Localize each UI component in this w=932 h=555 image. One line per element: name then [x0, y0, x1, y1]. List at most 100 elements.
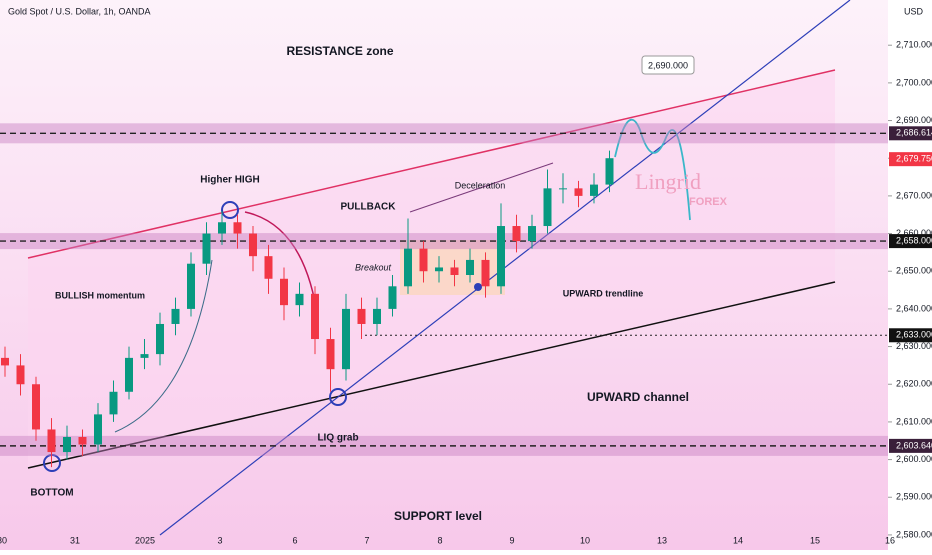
annotation: 2,690.000 [648, 60, 688, 70]
chart-title: Gold Spot / U.S. Dollar, 1h, OANDA [8, 6, 151, 16]
annotation: PULLBACK [341, 202, 397, 213]
x-tick-label: 3 [217, 535, 222, 545]
annotation: BOTTOM [30, 488, 73, 499]
candle-body [218, 222, 226, 234]
y-tick-label: 2,710.000 [896, 40, 932, 50]
y-tick-label: 2,620.000 [896, 379, 932, 389]
x-tick-label: 14 [733, 535, 743, 545]
y-tick-label: 2,660.000 [896, 228, 932, 238]
y-tick-label: 2,630.000 [896, 341, 932, 351]
annotation: LIQ grab [317, 433, 358, 444]
level-label: 2,679.750 [896, 154, 932, 164]
candle-body [125, 357, 133, 392]
candle-body [233, 222, 242, 234]
y-tick-label: 2,580.000 [896, 529, 932, 539]
annotation: RESISTANCE zone [286, 44, 393, 58]
annotation: Higher HIGH [200, 175, 259, 186]
resistance-line [27, 69, 836, 259]
y-tick-label: 2,670.000 [896, 190, 932, 200]
candle-body [326, 339, 335, 370]
y-tick-label: 2,600.000 [896, 454, 932, 464]
candle-body [466, 259, 474, 275]
candle-body [497, 226, 505, 287]
marker [474, 283, 482, 291]
candle-body [388, 286, 397, 309]
candle-body [187, 263, 195, 309]
candle-body [295, 293, 304, 306]
candle-body [605, 158, 614, 185]
candle-body [47, 429, 56, 453]
x-tick-label: 9 [509, 535, 514, 545]
annotation: Breakout [355, 262, 392, 272]
candle-body [156, 323, 164, 355]
level-label: 2,603.640 [896, 440, 932, 450]
candle-body [311, 293, 319, 340]
level-label-bg [889, 438, 932, 453]
x-tick-label: 8 [437, 535, 442, 545]
x-tick-label: 30 [0, 535, 7, 545]
x-tick-label: 10 [580, 535, 590, 545]
brand-sub: FOREX [689, 196, 728, 208]
x-tick-label: 13 [657, 535, 667, 545]
level-label: 2,686.614 [896, 128, 932, 138]
candle-body [249, 233, 257, 257]
candle-body [342, 308, 350, 370]
candle-body [590, 184, 598, 196]
projection-path [614, 118, 691, 221]
level-label-bg [889, 152, 932, 167]
y-tick-label: 2,590.000 [896, 492, 932, 502]
level-label-bg [889, 328, 932, 343]
y-tick-label: 2,640.000 [896, 303, 932, 313]
annotation: SUPPORT level [394, 509, 482, 523]
y-tick-label: 2,690.000 [896, 115, 932, 125]
annotation: UPWARD trendline [563, 288, 644, 298]
candle-body [404, 248, 412, 287]
currency: USD [904, 6, 924, 16]
momentum-arrow [114, 259, 213, 433]
candle-body [419, 248, 428, 272]
candle-body [109, 391, 118, 415]
level-label-bg [889, 126, 932, 141]
brand: Lingrid [635, 169, 701, 194]
candle-body [435, 267, 443, 272]
x-tick-label: 15 [810, 535, 820, 545]
candle-body [78, 436, 87, 445]
candle-body [16, 365, 25, 385]
candle-body [32, 384, 40, 430]
level-label: 2,633.000 [896, 330, 932, 340]
candle-body [574, 188, 583, 196]
candle-body [528, 226, 536, 242]
candle-body [373, 308, 381, 324]
x-tick-label: 31 [70, 535, 80, 545]
y-tick-label: 2,700.000 [896, 77, 932, 87]
candle-body [280, 278, 288, 306]
deceleration-line [409, 162, 554, 213]
y-tick-label: 2,650.000 [896, 266, 932, 276]
candle-body [171, 308, 180, 324]
candle-body [140, 354, 149, 358]
y-tick-label: 2,610.000 [896, 416, 932, 426]
x-tick-label: 2025 [135, 535, 155, 545]
candle-body [202, 233, 211, 264]
candle-body [94, 414, 102, 445]
level-label-bg [889, 234, 932, 249]
candle-body [63, 436, 71, 453]
candle-body [357, 308, 366, 324]
annotation: UPWARD channel [587, 390, 689, 404]
candle-body [481, 259, 490, 287]
label-box [641, 55, 695, 75]
candle-body [543, 188, 552, 227]
level-label: 2,658.000 [896, 235, 932, 245]
candle-body [264, 256, 273, 279]
candle-body [512, 226, 521, 242]
price-axis [888, 0, 932, 550]
x-tick-label: 6 [292, 535, 297, 545]
x-tick-label: 7 [364, 535, 369, 545]
candle-body [450, 267, 459, 275]
annotation: BULLISH momentum [55, 290, 145, 300]
support-line [27, 281, 836, 469]
marker [221, 201, 239, 219]
candle-body [559, 188, 567, 190]
marker [329, 388, 347, 406]
